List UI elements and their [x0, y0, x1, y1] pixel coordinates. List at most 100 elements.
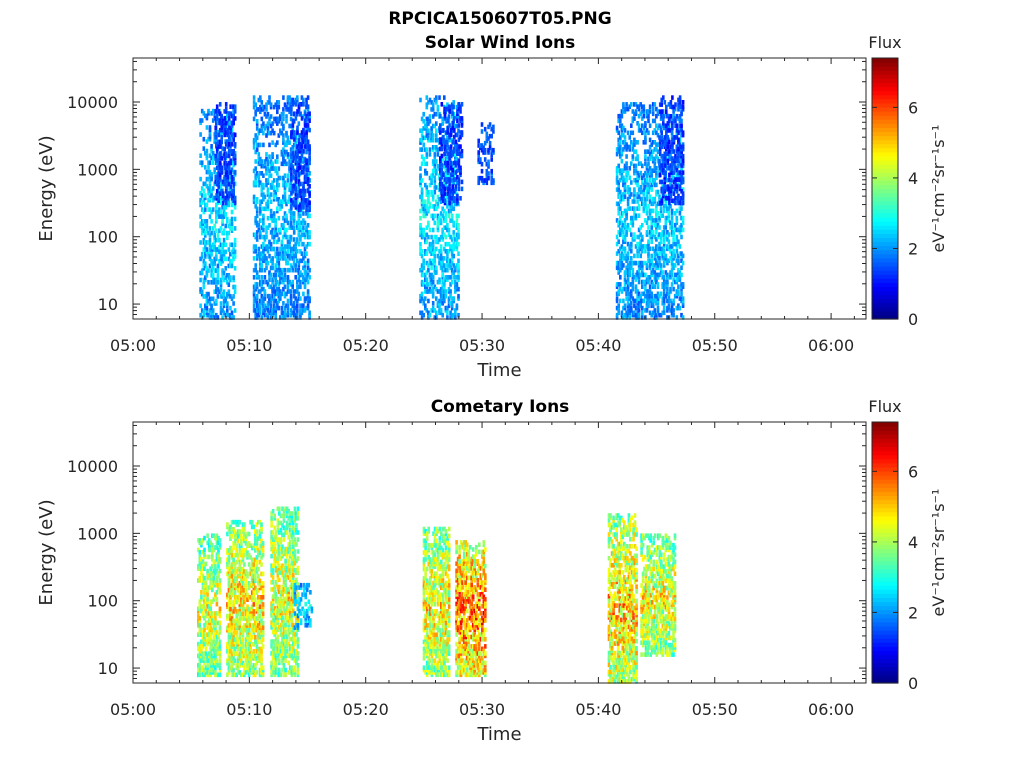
flux-cell — [440, 137, 444, 142]
flux-cell — [210, 273, 213, 278]
flux-cell — [625, 154, 628, 159]
flux-cell — [420, 206, 424, 212]
flux-cell — [288, 279, 291, 285]
flux-cell — [215, 651, 219, 656]
flux-cell — [209, 601, 212, 607]
flux-cell — [306, 144, 310, 149]
flux-cell — [620, 244, 624, 249]
flux-cell — [641, 265, 644, 271]
flux-cell — [492, 147, 495, 153]
flux-cell — [658, 260, 661, 266]
flux-cell — [252, 168, 256, 174]
flux-cell — [419, 208, 422, 214]
flux-cell — [255, 312, 259, 318]
flux-cell — [477, 150, 480, 155]
flux-cell — [226, 571, 229, 577]
flux-cell — [280, 149, 284, 155]
flux-cell — [230, 296, 234, 302]
flux-cell — [286, 97, 290, 103]
colorbar-step — [872, 245, 898, 251]
flux-cell — [277, 251, 281, 256]
flux-cell — [279, 256, 282, 261]
flux-cell — [297, 172, 301, 177]
flux-cell — [615, 201, 619, 207]
flux-cell — [302, 277, 305, 282]
flux-cell — [252, 116, 256, 122]
flux-cell — [300, 130, 304, 135]
flux-cell — [294, 177, 298, 182]
flux-cell — [229, 590, 232, 595]
flux-cell — [232, 315, 235, 320]
flux-cell — [443, 106, 447, 112]
flux-cell — [671, 137, 674, 143]
flux-cell — [214, 639, 217, 645]
flux-cell — [257, 130, 261, 136]
flux-cell — [419, 173, 422, 178]
flux-cell — [254, 215, 257, 221]
flux-cell — [199, 190, 202, 196]
flux-cell — [441, 279, 444, 285]
flux-cell — [230, 620, 234, 626]
flux-cell — [639, 185, 642, 190]
flux-cell — [294, 151, 298, 156]
flux-cell — [648, 170, 652, 176]
flux-cell — [644, 218, 647, 223]
flux-cell — [305, 211, 308, 216]
flux-cell — [266, 189, 270, 195]
flux-cell — [233, 216, 237, 222]
flux-cell — [648, 215, 652, 221]
flux-cell — [252, 303, 256, 308]
flux-cell — [662, 230, 666, 235]
flux-cell — [433, 189, 437, 195]
flux-cell — [292, 312, 296, 318]
flux-cell — [305, 104, 308, 109]
flux-cell — [431, 275, 435, 280]
flux-cell — [259, 109, 262, 115]
flux-cell — [427, 310, 430, 316]
flux-cell — [289, 289, 293, 294]
flux-cell — [308, 234, 311, 240]
flux-cell — [207, 606, 211, 612]
flux-cell — [430, 246, 433, 252]
flux-cell — [666, 186, 670, 192]
flux-cell — [282, 182, 285, 188]
flux-cell — [292, 263, 296, 268]
flux-cell — [648, 310, 652, 316]
flux-cell — [492, 178, 495, 183]
flux-cell — [628, 296, 631, 301]
flux-cell — [198, 540, 202, 546]
flux-cell — [637, 246, 641, 252]
flux-cell — [452, 241, 455, 247]
flux-cell — [449, 265, 452, 271]
flux-cell — [296, 249, 299, 254]
flux-cell — [302, 256, 305, 261]
flux-cell — [279, 267, 282, 273]
flux-cell — [615, 187, 619, 192]
flux-cell — [669, 144, 673, 150]
flux-cell — [227, 134, 231, 140]
flux-cell — [485, 131, 489, 137]
flux-cell — [207, 176, 210, 182]
flux-cell — [623, 312, 627, 318]
flux-cell — [449, 218, 452, 223]
flux-cell — [271, 265, 274, 271]
flux-cell — [198, 538, 202, 543]
flux-cell — [294, 97, 297, 103]
flux-cell — [641, 104, 644, 109]
flux-cell — [655, 258, 658, 263]
flux-cell — [623, 144, 627, 150]
flux-cell — [443, 111, 447, 116]
flux-cell — [282, 286, 285, 292]
flux-cell — [268, 244, 271, 249]
flux-cell — [200, 200, 204, 205]
flux-cell — [276, 121, 279, 126]
flux-cell — [658, 293, 661, 299]
flux-cell — [230, 581, 234, 586]
flux-cell — [224, 275, 227, 280]
flux-cell — [230, 651, 234, 656]
flux-cell — [302, 127, 305, 133]
flux-cell — [420, 232, 424, 238]
flux-cell — [217, 573, 220, 579]
flux-cell — [430, 137, 433, 143]
flux-cell — [198, 554, 202, 560]
